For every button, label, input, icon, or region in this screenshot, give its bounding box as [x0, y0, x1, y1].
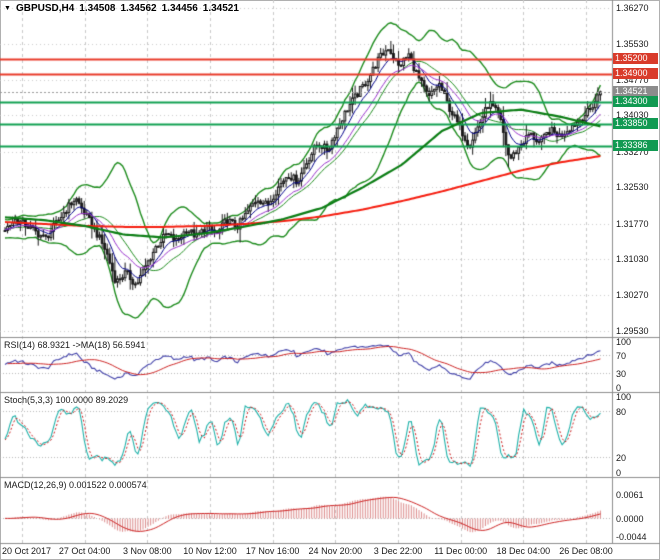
x-axis-label: 24 Nov 20:00 [308, 546, 363, 556]
y-axis-tick: 1.35530 [616, 38, 649, 49]
x-axis-label: 17 Nov 16:00 [245, 546, 300, 556]
rsi-indicator-label: RSI(14) 68.9321 ->MA(18) 56.5941 [4, 340, 146, 350]
rsi-scale-tick: 30 [616, 369, 627, 380]
macd-indicator-label: MACD(12,26,9) 0.001522 0.000574 [4, 480, 147, 490]
x-axis-label: 10 Nov 12:00 [183, 546, 237, 556]
y-axis-tick: 1.36270 [616, 3, 649, 14]
price-tag-support: 1.33850 [613, 117, 658, 129]
stoch-indicator-label: Stoch(5,3,3) 100.0000 89.2029 [4, 395, 129, 405]
y-axis-tick: 1.34030 [616, 110, 649, 121]
price-close: 1.34521 [202, 3, 239, 14]
y-axis-tick: 1.34770 [616, 74, 649, 85]
x-axis-label: 11 Dec 00:00 [434, 546, 488, 556]
macd-scale-tick: -0.0044 [616, 531, 647, 542]
symbol-dropdown-icon[interactable]: ▼ [4, 5, 11, 12]
symbol-period: GBPUSD,H4 [15, 3, 75, 14]
price-tag-support: 1.34300 [613, 96, 658, 108]
chart-header: ▼ GBPUSD,H4 1.34508 1.34562 1.34456 1.34521 [4, 3, 244, 14]
macd-scale-tick: 0.0061 [616, 490, 644, 501]
stoch-scale-tick: 20 [616, 452, 627, 463]
y-axis-tick: 1.32530 [616, 182, 649, 193]
x-axis-label: 18 Dec 04:00 [496, 546, 551, 556]
stoch-scale-tick: 0 [616, 468, 622, 478]
y-axis-tick: 1.31030 [616, 253, 649, 264]
price-tag-resistance: 1.35200 [613, 53, 658, 65]
stoch-scale-tick: 100 [616, 392, 632, 402]
price-tag-resistance: 1.34900 [613, 67, 658, 79]
x-axis-label: 3 Nov 08:00 [123, 546, 172, 556]
rsi-scale-tick: 100 [616, 337, 632, 347]
y-axis-tick: 1.29530 [616, 325, 649, 336]
x-axis-label: 27 Oct 04:00 [58, 546, 111, 556]
y-axis-tick: 1.33270 [616, 146, 649, 157]
macd-scale-tick: 0.0000 [616, 514, 644, 525]
price-low: 1.34456 [161, 3, 198, 14]
y-axis-tick: 1.31770 [616, 218, 649, 229]
price-tag-support: 1.33386 [613, 140, 658, 152]
rsi-scale-tick: 0 [616, 383, 622, 393]
x-axis-label: 26 Dec 08:00 [559, 546, 613, 556]
y-axis-tick: 1.30270 [616, 290, 649, 301]
stoch-scale-tick: 80 [616, 407, 627, 418]
price-open: 1.34508 [79, 3, 116, 14]
rsi-scale-tick: 70 [616, 350, 627, 361]
x-axis-label: 20 Oct 2017 [2, 546, 52, 556]
price-tag-current: 1.34521 [613, 85, 658, 97]
price-high: 1.34562 [120, 3, 157, 14]
x-axis-label: 3 Dec 22:00 [373, 546, 423, 556]
